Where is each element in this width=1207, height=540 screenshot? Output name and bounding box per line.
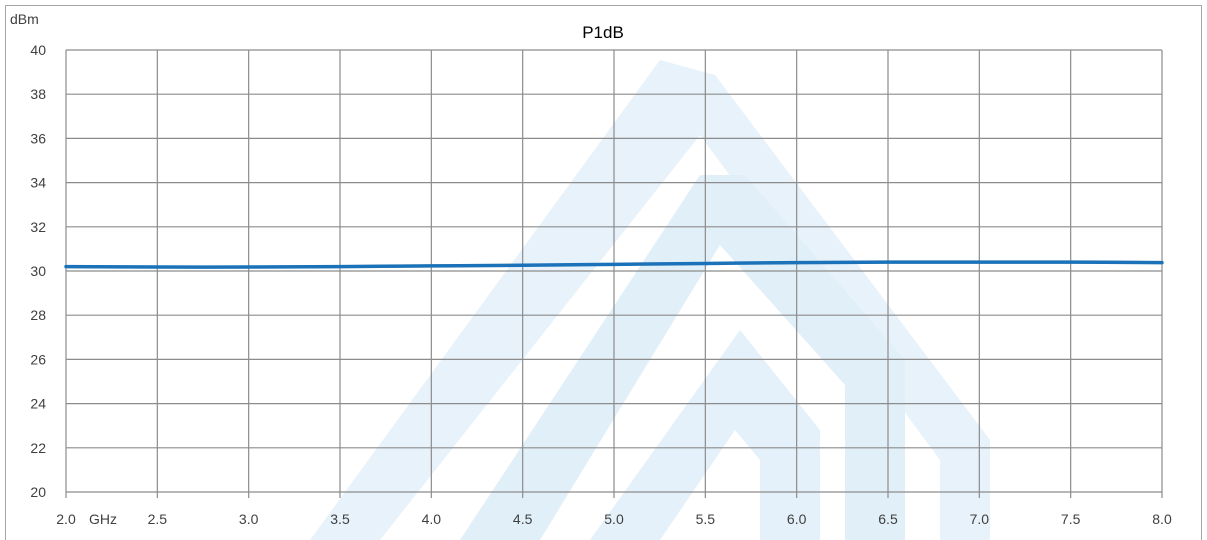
x-tick-label: 5.0 xyxy=(604,511,624,527)
x-tick-label: 6.5 xyxy=(878,511,898,527)
chart-title: P1dB xyxy=(582,23,624,42)
y-tick-label: 20 xyxy=(30,484,46,500)
x-tick-label: 3.5 xyxy=(330,511,350,527)
x-axis-unit-label: GHz xyxy=(89,511,117,527)
chart-frame xyxy=(6,6,1202,540)
y-tick-label: 40 xyxy=(30,42,46,58)
x-tick-label: 8.0 xyxy=(1152,511,1172,527)
x-tick-label: 4.5 xyxy=(513,511,533,527)
y-tick-label: 26 xyxy=(30,351,46,367)
y-tick-label: 24 xyxy=(30,396,46,412)
y-tick-label: 38 xyxy=(30,86,46,102)
y-tick-label: 28 xyxy=(30,307,46,323)
y-tick-label: 34 xyxy=(30,175,46,191)
x-tick-label: 5.5 xyxy=(696,511,716,527)
x-tick-label: 3.0 xyxy=(239,511,259,527)
y-tick-label: 36 xyxy=(30,130,46,146)
x-tick-label: 6.0 xyxy=(787,511,807,527)
y-tick-label: 30 xyxy=(30,263,46,279)
x-tick-label: 2.5 xyxy=(148,511,168,527)
x-tick-label: 4.0 xyxy=(422,511,442,527)
y-tick-label: 32 xyxy=(30,219,46,235)
y-tick-label: 22 xyxy=(30,440,46,456)
x-tick-label: 7.0 xyxy=(970,511,990,527)
x-tick-label: 7.5 xyxy=(1061,511,1081,527)
x-tick-label: 2.0 xyxy=(56,511,76,527)
y-axis-unit-label: dBm xyxy=(10,11,39,27)
